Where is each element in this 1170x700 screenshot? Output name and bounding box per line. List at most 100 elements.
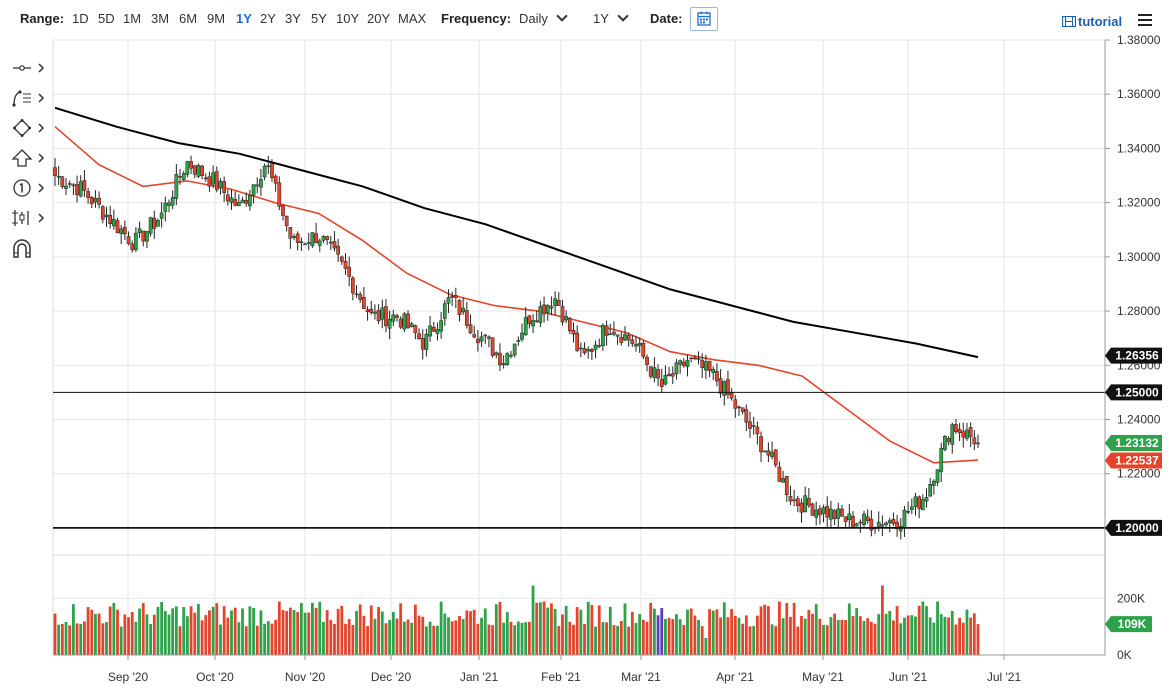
candle-body <box>60 176 65 187</box>
range-option-3m[interactable]: 3M <box>151 11 170 26</box>
shape-tool[interactable] <box>10 118 50 140</box>
range-option-6m[interactable]: 6M <box>179 11 198 26</box>
candle-body <box>391 314 396 322</box>
volume-bar <box>899 623 903 655</box>
candle-body <box>556 300 561 306</box>
candle-body <box>755 426 760 435</box>
volume-bar <box>333 623 336 655</box>
crosshair-tool[interactable] <box>10 58 50 80</box>
range-option-2y[interactable]: 2Y <box>260 11 276 26</box>
volume-bar <box>138 608 141 655</box>
candle-body <box>663 374 668 385</box>
volume-bar <box>612 625 616 655</box>
candle-body <box>641 342 646 357</box>
volume-bar <box>274 619 278 655</box>
candle-body <box>56 176 61 178</box>
candle-body <box>395 315 399 318</box>
candle-body <box>667 373 671 377</box>
range-option-3y[interactable]: 3Y <box>285 11 301 26</box>
volume-bar <box>550 603 553 655</box>
volume-bar <box>189 606 193 655</box>
candle-body <box>630 339 635 345</box>
candle-body <box>71 184 76 187</box>
candle-body <box>446 297 451 304</box>
measure-tool[interactable] <box>10 208 50 230</box>
range-option-9m[interactable]: 9M <box>207 11 226 26</box>
volume-bar <box>605 622 608 655</box>
volume-bar <box>296 612 300 655</box>
candle-body <box>203 177 208 180</box>
y-tick-label: 1.38000 <box>1117 33 1161 47</box>
volume-bar <box>178 626 182 655</box>
range-option-max[interactable]: MAX <box>398 11 427 26</box>
volume-bar <box>903 617 906 655</box>
range-option-1m[interactable]: 1M <box>123 11 142 26</box>
candle-body <box>737 406 741 409</box>
annotation-tool[interactable] <box>10 178 50 200</box>
volume-bar <box>557 625 561 655</box>
long-ma-badge-label: 1.26356 <box>1115 349 1159 363</box>
volume-bar <box>252 607 255 655</box>
arrow-icon <box>11 149 45 167</box>
volume-bar <box>406 619 410 655</box>
frequency-select[interactable]: Daily <box>519 10 568 26</box>
range-option-20y[interactable]: 20Y <box>367 11 391 26</box>
volume-bar <box>884 613 888 655</box>
candle-body <box>196 164 201 177</box>
volume-bar <box>443 613 447 655</box>
candle-body <box>148 217 153 234</box>
volume-bar <box>425 626 428 655</box>
candle-body <box>534 320 539 323</box>
range-option-1y[interactable]: 1Y <box>236 11 252 26</box>
volume-bar <box>83 621 86 655</box>
candle-body <box>917 496 922 509</box>
date-picker-button[interactable] <box>690 7 718 31</box>
range-option-10y[interactable]: 10Y <box>336 11 360 26</box>
menu-icon[interactable] <box>1138 14 1152 29</box>
candle-body <box>648 366 653 377</box>
long-ma-badge <box>1105 347 1162 364</box>
volume-bar <box>561 614 564 655</box>
candle-body <box>347 266 352 277</box>
arrow-tool[interactable] <box>10 148 50 170</box>
volume-bar <box>149 624 153 655</box>
candle-body <box>590 349 594 352</box>
candle-body <box>303 243 307 246</box>
candle-body <box>163 202 168 212</box>
range-option-1d[interactable]: 1D <box>72 11 89 26</box>
volume-bar <box>211 606 215 655</box>
candle-body <box>560 306 565 323</box>
volume-bar <box>851 616 855 655</box>
volume-bar <box>527 621 531 655</box>
volume-bar <box>914 616 917 655</box>
candle-body <box>358 294 363 300</box>
period-select[interactable]: 1Y <box>593 10 629 26</box>
range-option-5y[interactable]: 5Y <box>311 11 327 26</box>
candle-body <box>288 227 293 239</box>
volume-bar <box>230 610 233 655</box>
candle-body <box>722 381 727 396</box>
magnet-tool[interactable] <box>10 238 50 260</box>
volume-bar <box>160 601 164 655</box>
volume-bar <box>163 610 167 655</box>
fibonacci-icon <box>12 90 45 107</box>
y-tick-label: 1.24000 <box>1117 412 1161 426</box>
level-badge-label: 1.25000 <box>1115 385 1159 399</box>
last-price-badge-label: 1.23132 <box>1115 436 1159 450</box>
candle-body <box>825 505 830 518</box>
range-option-5d[interactable]: 5D <box>98 11 115 26</box>
fibonacci-tool[interactable] <box>10 88 50 110</box>
candle-body <box>501 363 506 366</box>
volume-bar <box>847 603 851 655</box>
candle-body <box>582 348 587 354</box>
tutorial-link[interactable]: tutorial <box>1061 14 1122 29</box>
candle-body <box>545 305 550 314</box>
level-badge <box>1105 519 1162 536</box>
volume-bar <box>943 616 947 655</box>
candle-body <box>270 163 274 178</box>
candle-body <box>840 508 844 517</box>
volume-bar <box>641 619 645 655</box>
volume-bar <box>608 606 612 655</box>
volume-bar <box>75 623 79 655</box>
